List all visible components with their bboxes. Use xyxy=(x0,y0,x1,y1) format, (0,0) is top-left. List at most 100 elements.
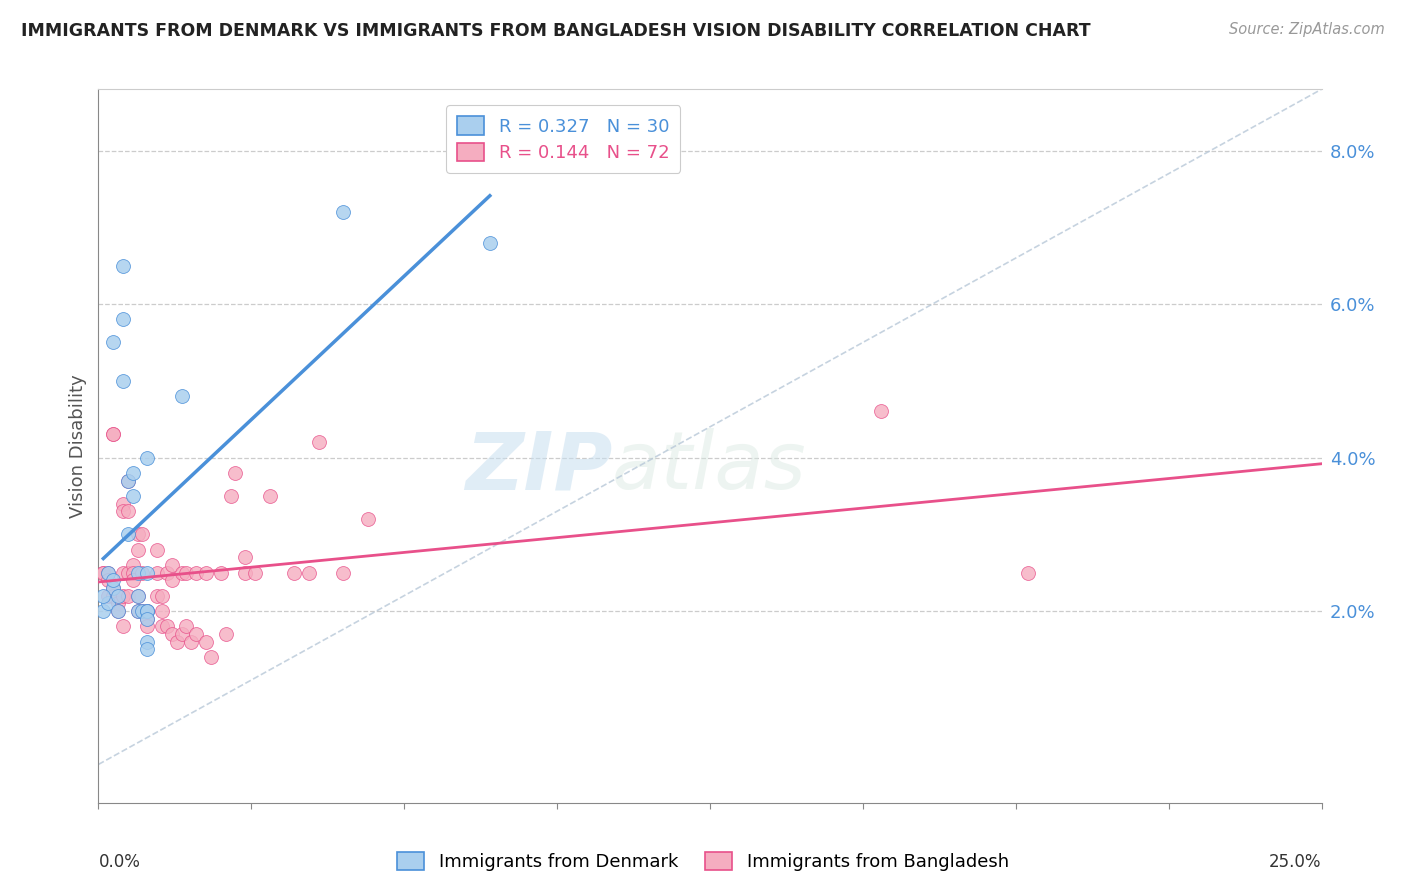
Point xyxy=(131,604,153,618)
Point xyxy=(332,566,354,580)
Point xyxy=(97,566,120,580)
Text: ZIP: ZIP xyxy=(465,428,612,507)
Point xyxy=(111,504,134,518)
Point xyxy=(97,566,120,580)
Point xyxy=(160,558,183,572)
Point xyxy=(146,589,169,603)
Point xyxy=(150,604,173,618)
Point xyxy=(121,558,143,572)
Point xyxy=(101,427,124,442)
Point xyxy=(101,581,124,595)
Point xyxy=(121,489,143,503)
Point xyxy=(136,642,159,657)
Point xyxy=(209,566,232,580)
Point xyxy=(224,466,246,480)
Point xyxy=(200,650,222,665)
Point xyxy=(136,566,159,580)
Point xyxy=(170,389,193,403)
Point xyxy=(117,504,139,518)
Point xyxy=(111,374,134,388)
Point xyxy=(107,604,129,618)
Point xyxy=(101,589,124,603)
Point xyxy=(101,581,124,595)
Point xyxy=(186,627,208,641)
Point xyxy=(127,566,149,580)
Point xyxy=(233,566,256,580)
Point xyxy=(308,435,330,450)
Text: atlas: atlas xyxy=(612,428,807,507)
Point xyxy=(101,335,124,350)
Point xyxy=(233,550,256,565)
Point xyxy=(107,596,129,610)
Point xyxy=(298,566,321,580)
Point xyxy=(121,574,143,588)
Point xyxy=(180,634,202,648)
Point xyxy=(131,604,153,618)
Point xyxy=(107,604,129,618)
Point xyxy=(136,604,159,618)
Point xyxy=(186,566,208,580)
Point xyxy=(1017,566,1039,580)
Point xyxy=(127,527,149,541)
Point xyxy=(97,589,120,603)
Point xyxy=(127,589,149,603)
Point xyxy=(91,566,114,580)
Point xyxy=(91,604,114,618)
Point xyxy=(111,589,134,603)
Point xyxy=(111,566,134,580)
Point xyxy=(107,589,129,603)
Point xyxy=(101,574,124,588)
Point xyxy=(156,619,179,633)
Point xyxy=(111,259,134,273)
Point xyxy=(176,566,198,580)
Y-axis label: Vision Disability: Vision Disability xyxy=(69,374,87,518)
Point xyxy=(195,566,218,580)
Point xyxy=(332,205,354,219)
Point xyxy=(136,619,159,633)
Text: IMMIGRANTS FROM DENMARK VS IMMIGRANTS FROM BANGLADESH VISION DISABILITY CORRELAT: IMMIGRANTS FROM DENMARK VS IMMIGRANTS FR… xyxy=(21,22,1091,40)
Point xyxy=(136,450,159,465)
Point xyxy=(214,627,236,641)
Point xyxy=(166,634,188,648)
Point xyxy=(127,604,149,618)
Point xyxy=(160,574,183,588)
Point xyxy=(127,589,149,603)
Point xyxy=(111,312,134,326)
Point xyxy=(127,542,149,557)
Point xyxy=(127,604,149,618)
Point xyxy=(121,466,143,480)
Legend: Immigrants from Denmark, Immigrants from Bangladesh: Immigrants from Denmark, Immigrants from… xyxy=(389,845,1017,879)
Point xyxy=(121,566,143,580)
Point xyxy=(91,589,114,603)
Point xyxy=(150,619,173,633)
Point xyxy=(170,627,193,641)
Point xyxy=(478,235,501,250)
Point xyxy=(170,566,193,580)
Text: Source: ZipAtlas.com: Source: ZipAtlas.com xyxy=(1229,22,1385,37)
Point xyxy=(91,566,114,580)
Point xyxy=(146,542,169,557)
Point xyxy=(150,589,173,603)
Point xyxy=(131,566,153,580)
Point xyxy=(176,619,198,633)
Point xyxy=(136,612,159,626)
Point xyxy=(160,627,183,641)
Point xyxy=(156,566,179,580)
Point xyxy=(117,527,139,541)
Point xyxy=(136,604,159,618)
Point xyxy=(111,619,134,633)
Point xyxy=(870,404,893,418)
Legend: R = 0.327   N = 30, R = 0.144   N = 72: R = 0.327 N = 30, R = 0.144 N = 72 xyxy=(446,105,681,173)
Point xyxy=(136,604,159,618)
Point xyxy=(117,474,139,488)
Point xyxy=(136,612,159,626)
Point xyxy=(356,512,378,526)
Point xyxy=(131,527,153,541)
Point xyxy=(283,566,305,580)
Point xyxy=(97,574,120,588)
Point xyxy=(195,634,218,648)
Point xyxy=(101,427,124,442)
Point xyxy=(136,604,159,618)
Point xyxy=(117,589,139,603)
Point xyxy=(107,589,129,603)
